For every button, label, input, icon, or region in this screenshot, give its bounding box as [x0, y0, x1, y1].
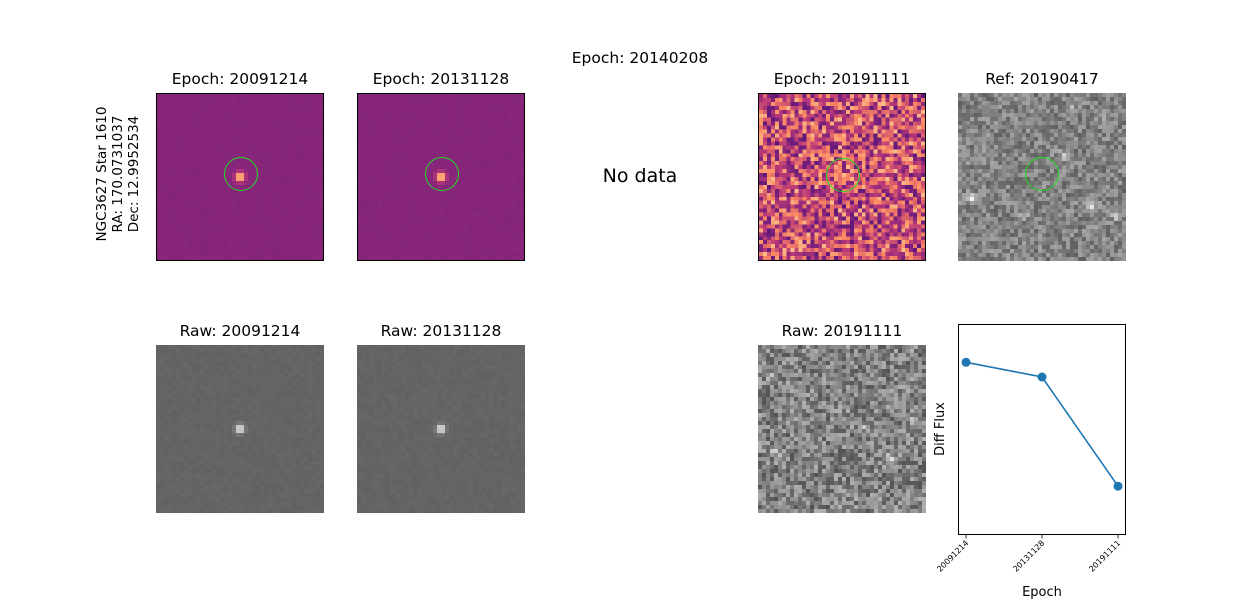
star-ra: RA: 170.0731037	[110, 115, 126, 233]
data-point	[1113, 481, 1123, 491]
y-axis-label: Diff Flux	[933, 402, 948, 456]
x-tick-label: 20091214	[935, 539, 970, 574]
panel-title-raw-1: Raw: 20091214	[179, 322, 301, 340]
panel-title-diff-3: Epoch: 20191111	[773, 70, 911, 88]
panel-title-raw-3: Raw: 20191111	[781, 322, 903, 340]
plot-frame	[958, 324, 1126, 535]
star-dec: Dec: 12.9952534	[126, 115, 142, 233]
panel-title-diff-2: Epoch: 20131128	[372, 70, 510, 88]
diff-image-2	[357, 93, 525, 261]
figure-title: Epoch: 20140208	[571, 49, 709, 67]
x-axis-label: Epoch	[1022, 585, 1062, 600]
data-point	[961, 357, 971, 367]
raw-image-2	[357, 345, 525, 513]
no-data-message: No data	[602, 165, 678, 187]
panel-title-ref: Ref: 20190417	[985, 70, 1099, 88]
panel-title-raw-2: Raw: 20131128	[380, 322, 502, 340]
diff-flux-plot: 20091214 20131128 20191111 Diff Flux Epoch	[933, 324, 1126, 600]
ref-image	[958, 93, 1126, 261]
diff-image-1	[156, 93, 324, 261]
target-circle	[826, 158, 860, 192]
target-circle	[425, 157, 459, 191]
data-point	[1037, 372, 1047, 382]
target-circle	[224, 157, 258, 191]
star-name: NGC3627 Star 1610	[94, 106, 110, 242]
x-tick-label: 20191111	[1087, 539, 1122, 574]
panel-title-diff-1: Epoch: 20091214	[171, 70, 309, 88]
diff-image-3	[758, 93, 926, 261]
raw-image-3	[758, 345, 926, 513]
star-info-label: NGC3627 Star 1610 RA: 170.0731037 Dec: 1…	[88, 95, 148, 253]
x-tick-label: 20131128	[1011, 539, 1046, 574]
target-circle	[1025, 157, 1059, 191]
raw-image-1	[156, 345, 324, 513]
